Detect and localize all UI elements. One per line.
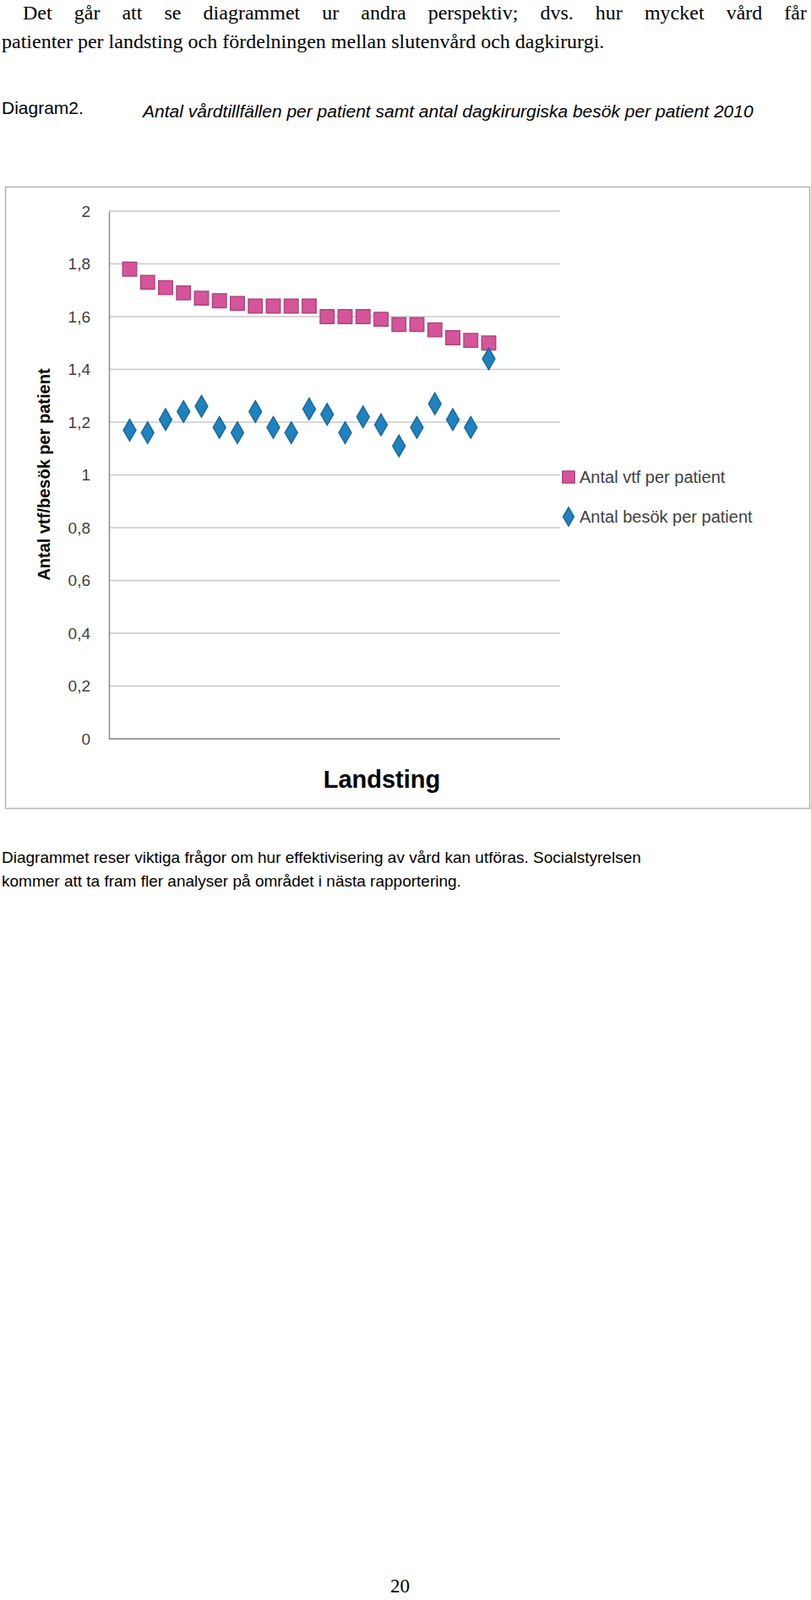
marker: [446, 331, 460, 345]
marker: [391, 317, 406, 332]
x-axis-title: Landsting: [323, 766, 441, 794]
marker: [231, 422, 245, 445]
marker: [122, 262, 137, 277]
page-number: 20: [390, 1576, 410, 1599]
y-tick: 1: [81, 466, 109, 485]
marker: [212, 293, 227, 308]
marker: [302, 299, 316, 313]
marker: [392, 435, 406, 458]
marker: [212, 416, 226, 439]
marker: [284, 299, 299, 313]
marker: [482, 348, 496, 371]
grid-line: [108, 369, 561, 371]
marker: [446, 408, 460, 431]
grid-line: [108, 580, 561, 583]
legend-label: Antal besök per patient: [579, 507, 753, 527]
marker: [195, 395, 208, 418]
marker: [176, 286, 191, 300]
marker: [320, 310, 334, 324]
y-tick-label: 0,8: [68, 519, 91, 538]
marker: [356, 406, 370, 429]
marker: [374, 312, 388, 327]
grid-line: [108, 738, 561, 741]
grid: [108, 211, 561, 740]
marker: [266, 416, 280, 439]
grid-line: [108, 210, 561, 213]
x-axis: [108, 739, 561, 741]
chart-svg: 0 0,2 0,4 0,6 0,8 1 1,2 1,4 1,6 1,8 2 Landsting Anta…: [0, 0, 811, 1600]
legend-marker: [563, 507, 575, 527]
marker: [249, 401, 262, 424]
y-tick: 1,8: [68, 255, 109, 273]
y-tick: 1,6: [68, 308, 109, 327]
marker: [141, 422, 154, 445]
paragraph-line: patienter per landsting och fördelningen…: [1, 30, 807, 54]
marker: [463, 333, 478, 348]
caption-label: Diagram2.: [1, 97, 84, 119]
marker: [409, 317, 424, 332]
legend: Antal vtf per patient Antal besök per pat…: [562, 468, 753, 527]
plot-area: [122, 262, 496, 458]
grid-line: [108, 527, 561, 529]
marker: [177, 401, 191, 424]
y-tick: 0: [81, 730, 109, 749]
marker: [284, 422, 298, 445]
marker: [194, 291, 208, 305]
y-tick-label: 1,8: [68, 255, 91, 273]
grid-line: [108, 474, 561, 477]
series-0: [122, 262, 496, 351]
marker: [159, 408, 173, 431]
marker: [141, 275, 155, 289]
marker: [464, 416, 478, 439]
y-tick-label: 2: [81, 202, 91, 221]
marker: [410, 416, 424, 439]
y-axis: 0 0,2 0,4 0,6 0,8 1 1,2 1,4 1,6 1,8 2: [68, 202, 110, 749]
marker: [356, 310, 371, 324]
marker: [338, 422, 352, 445]
y-tick: 0,8: [68, 519, 109, 538]
grid-line: [108, 685, 561, 688]
y-tick: 1,4: [68, 360, 109, 379]
grid-line: [108, 421, 561, 424]
y-tick: 1,2: [68, 413, 109, 432]
marker: [337, 310, 352, 324]
marker: [428, 392, 441, 415]
marker: [123, 419, 137, 442]
chart-frame: [5, 187, 811, 810]
y-tick: 2: [81, 202, 109, 221]
grid-line: [108, 263, 561, 266]
paragraph-line: Det går att se diagrammet ur andra persp…: [22, 1, 807, 25]
y-tick: 0,6: [68, 571, 109, 590]
y-tick: 0,4: [68, 625, 109, 643]
y-tick-label: 0,6: [68, 571, 91, 590]
y-tick-label: 0: [81, 730, 91, 749]
marker: [266, 299, 280, 313]
y-tick-label: 1: [81, 466, 91, 485]
y-tick-label: 1,6: [68, 308, 91, 327]
y-axis-title: Antal vtf/besök per patient: [34, 368, 54, 581]
y-tick-label: 0,4: [68, 625, 92, 643]
y-axis-line: [108, 212, 111, 741]
legend-marker: [562, 471, 575, 484]
grid-line: [108, 632, 561, 635]
legend-label: Antal vtf per patient: [579, 468, 726, 487]
marker: [158, 280, 173, 294]
paragraph-line: kommer att ta fram fler analyser på områ…: [1, 872, 462, 892]
y-tick: 0,2: [68, 677, 109, 696]
marker: [248, 299, 262, 313]
chart-title: Antal vårdtillfällen per patient samt an…: [142, 97, 794, 126]
y-tick-label: 1,2: [68, 413, 91, 432]
paragraph-line: Diagrammet reser viktiga frågor om hur e…: [1, 849, 642, 868]
y-tick-label: 0,2: [68, 677, 91, 696]
x-axis-line: [108, 738, 561, 741]
y-tick-label: 1,4: [68, 360, 92, 379]
marker: [230, 296, 245, 311]
marker: [303, 398, 316, 421]
marker: [321, 403, 334, 426]
series-1: [123, 348, 496, 458]
marker: [428, 322, 442, 337]
marker: [375, 413, 388, 436]
